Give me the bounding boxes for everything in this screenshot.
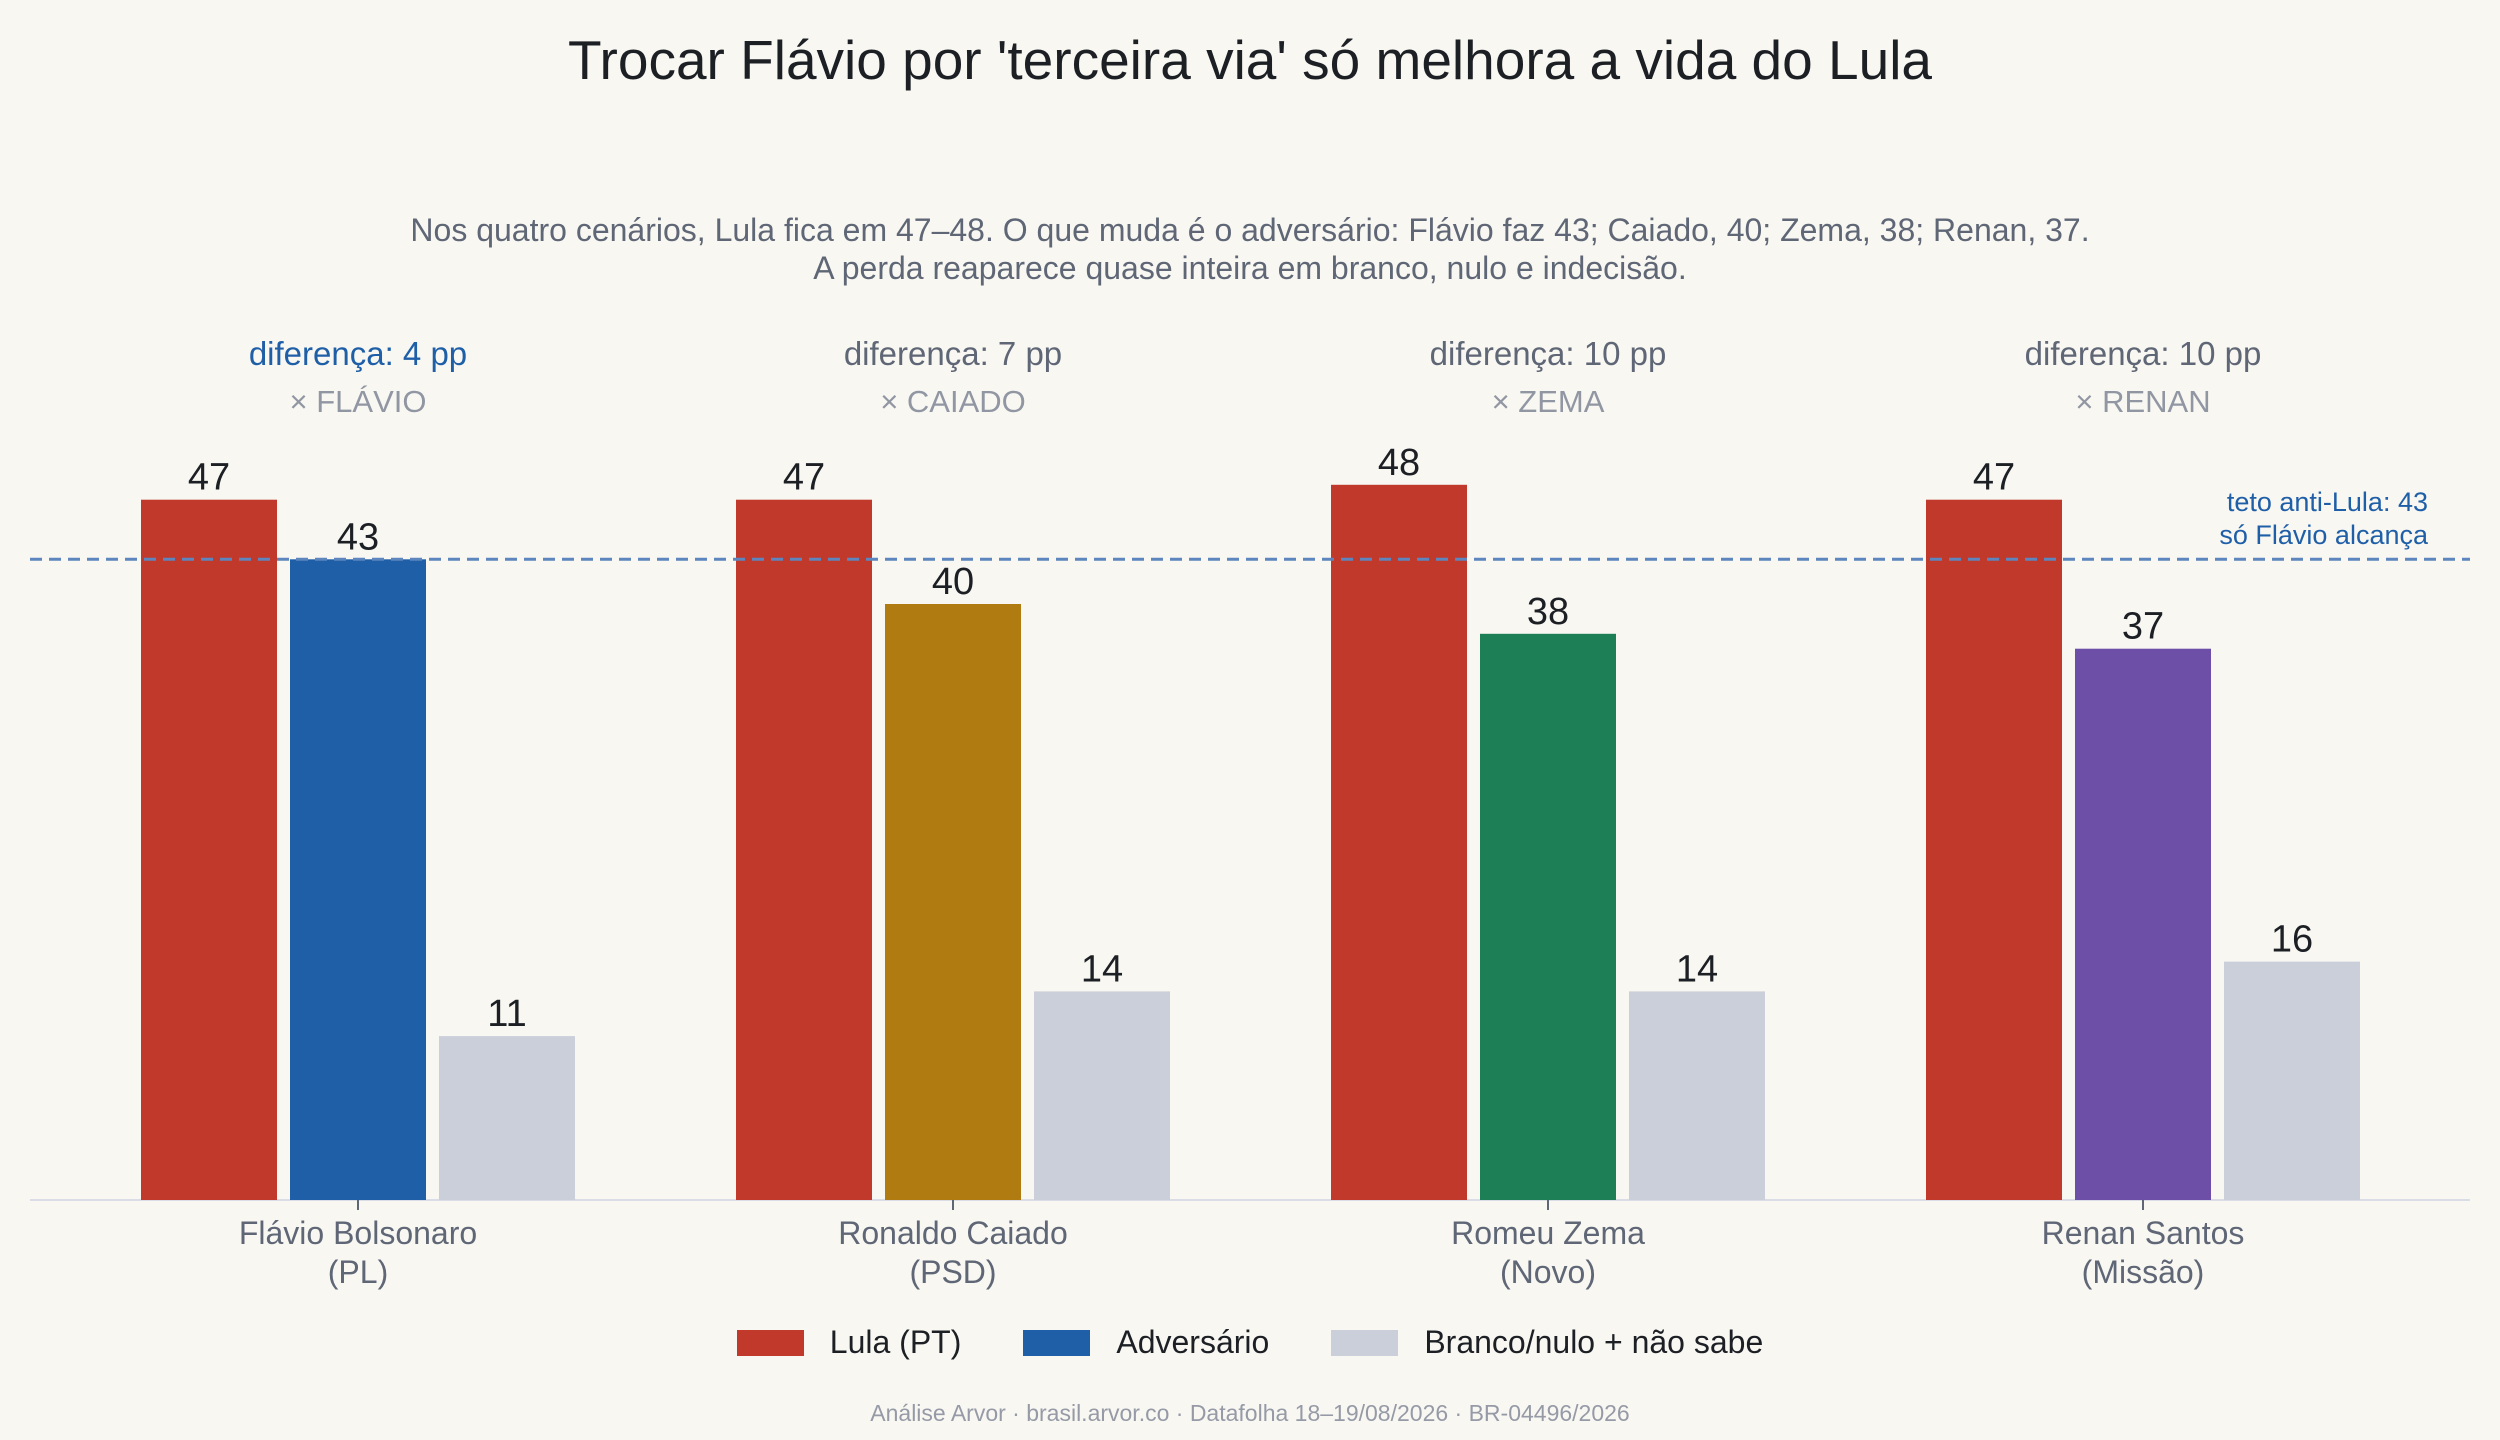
group-diff-label-0: diferença: 4 pp: [249, 335, 467, 372]
bar-lula-0: [141, 499, 277, 1200]
value-label-lula-1: 47: [783, 457, 825, 499]
value-label-adversario-3: 37: [2122, 606, 2164, 648]
group-opponent-label-1: × CAIADO: [880, 384, 1026, 419]
value-label-lula-0: 47: [188, 457, 230, 499]
reference-line-label-2: só Flávio alcança: [2219, 520, 2429, 550]
legend-label-lula: Lula (PT): [829, 1324, 962, 1360]
value-label-adversario-1: 40: [932, 561, 974, 603]
value-label-lula-2: 48: [1378, 442, 1420, 484]
bar-branco-1: [1034, 991, 1170, 1200]
bar-adversario-2: [1480, 633, 1616, 1200]
group-diff-label-3: diferença: 10 pp: [2025, 335, 2262, 372]
x-tick-label-2-1: (Novo): [1500, 1254, 1596, 1290]
chart-footer-source: Análise Arvor · brasil.arvor.co · Datafo…: [870, 1400, 1630, 1426]
group-opponent-label-3: × RENAN: [2075, 384, 2210, 419]
legend-swatch-branco: [1331, 1329, 1399, 1356]
chart-legend: Lula (PT) Adversário Branco/nulo + não s…: [0, 1324, 2500, 1361]
bar-adversario-3: [2075, 648, 2211, 1200]
x-tick-label-2-0: Romeu Zema: [1451, 1215, 1645, 1251]
bar-lula-1: [736, 499, 872, 1200]
chart-title: Trocar Flávio por 'terceira via' só melh…: [567, 29, 1933, 91]
legend-swatch-adversario: [1023, 1329, 1091, 1356]
bar-adversario-1: [885, 604, 1021, 1200]
group-diff-label-1: diferença: 7 pp: [844, 335, 1062, 372]
x-tick-label-1-1: (PSD): [909, 1254, 996, 1290]
value-label-branco-3: 16: [2271, 919, 2313, 961]
legend-label-adversario: Adversário: [1116, 1324, 1270, 1360]
group-diff-label-2: diferença: 10 pp: [1430, 335, 1667, 372]
x-tick-label-0-1: (PL): [328, 1254, 388, 1290]
chart-subtitle-line-1: Nos quatro cenários, Lula fica em 47–48.…: [410, 212, 2090, 248]
legend-item-adversario: Adversário: [1023, 1324, 1269, 1361]
value-label-branco-1: 14: [1081, 948, 1123, 990]
x-tick-label-0-0: Flávio Bolsonaro: [239, 1215, 477, 1251]
value-label-lula-3: 47: [1973, 457, 2015, 499]
bar-lula-2: [1331, 484, 1467, 1200]
bar-adversario-0: [290, 559, 426, 1200]
x-tick-label-3-0: Renan Santos: [2042, 1215, 2245, 1251]
legend-item-branco: Branco/nulo + não sabe: [1331, 1324, 1763, 1361]
x-tick-label-3-1: (Missão): [2082, 1254, 2205, 1290]
legend-swatch-lula: [736, 1329, 804, 1356]
group-opponent-label-0: × FLÁVIO: [290, 384, 427, 419]
group-opponent-label-2: × ZEMA: [1492, 384, 1605, 419]
value-label-adversario-2: 38: [1527, 591, 1569, 633]
bar-lula-3: [1926, 499, 2062, 1200]
value-label-adversario-0: 43: [337, 516, 379, 558]
chart-subtitle-line-2: A perda reaparece quase inteira em branc…: [813, 250, 1687, 286]
x-tick-label-1-0: Ronaldo Caiado: [838, 1215, 1068, 1251]
legend-item-lula: Lula (PT): [736, 1324, 962, 1361]
bar-branco-3: [2224, 961, 2360, 1200]
bar-branco-2: [1629, 991, 1765, 1200]
legend-label-branco: Branco/nulo + não sabe: [1424, 1324, 1764, 1360]
reference-line-label-1: teto anti-Lula: 43: [2227, 487, 2428, 517]
bar-branco-0: [439, 1036, 575, 1200]
value-label-branco-0: 11: [487, 993, 526, 1035]
value-label-branco-2: 14: [1676, 948, 1718, 990]
